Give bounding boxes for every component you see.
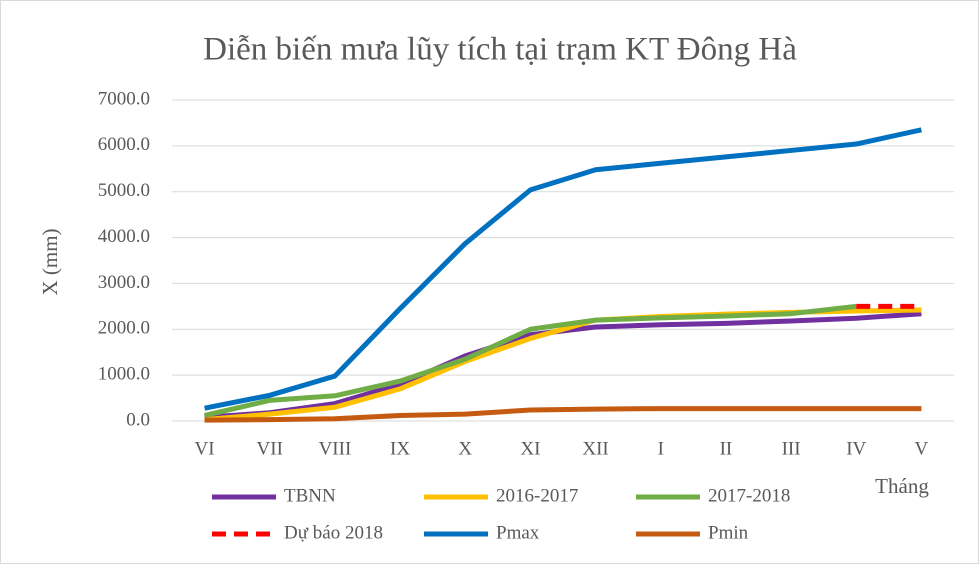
legend-label: Pmax (496, 522, 540, 543)
y-axis-label: X (mm) (38, 228, 62, 295)
y-tick-label: 2000.0 (98, 318, 150, 339)
y-tick-label: 5000.0 (98, 180, 150, 201)
series-line (204, 406, 922, 423)
y-tick-label: 1000.0 (98, 364, 150, 385)
legend-label: Dự báo 2018 (284, 522, 383, 543)
x-tick-label: V (915, 438, 929, 459)
x-tick-label: X (458, 438, 472, 459)
legend-label: 2016-2017 (496, 485, 578, 506)
x-tick-label: IX (390, 438, 410, 459)
x-tick-label: IV (846, 438, 866, 459)
y-tick-label: 3000.0 (98, 272, 150, 293)
x-tick-label: VII (257, 438, 283, 459)
x-tick-label: XII (582, 438, 608, 459)
legend-label: Pmin (708, 522, 749, 543)
x-tick-label: I (658, 438, 664, 459)
x-tick-label: VIII (319, 438, 352, 459)
legend-label: 2017-2018 (708, 485, 790, 506)
series-line (204, 303, 857, 418)
chart-title: Diễn biến mưa lũy tích tại trạm KT Đông … (203, 32, 797, 68)
x-tick-label: II (720, 438, 733, 459)
x-tick-label: XI (520, 438, 540, 459)
y-tick-label: 6000.0 (98, 134, 150, 155)
y-tick-label: 7000.0 (98, 88, 150, 109)
x-axis-label: Tháng (875, 474, 929, 498)
y-tick-label: 0.0 (126, 409, 150, 430)
x-tick-label: III (782, 438, 801, 459)
series-line (204, 127, 922, 411)
y-tick-label: 4000.0 (98, 226, 150, 247)
legend-label: TBNN (284, 485, 336, 506)
x-tick-label: VI (195, 438, 215, 459)
